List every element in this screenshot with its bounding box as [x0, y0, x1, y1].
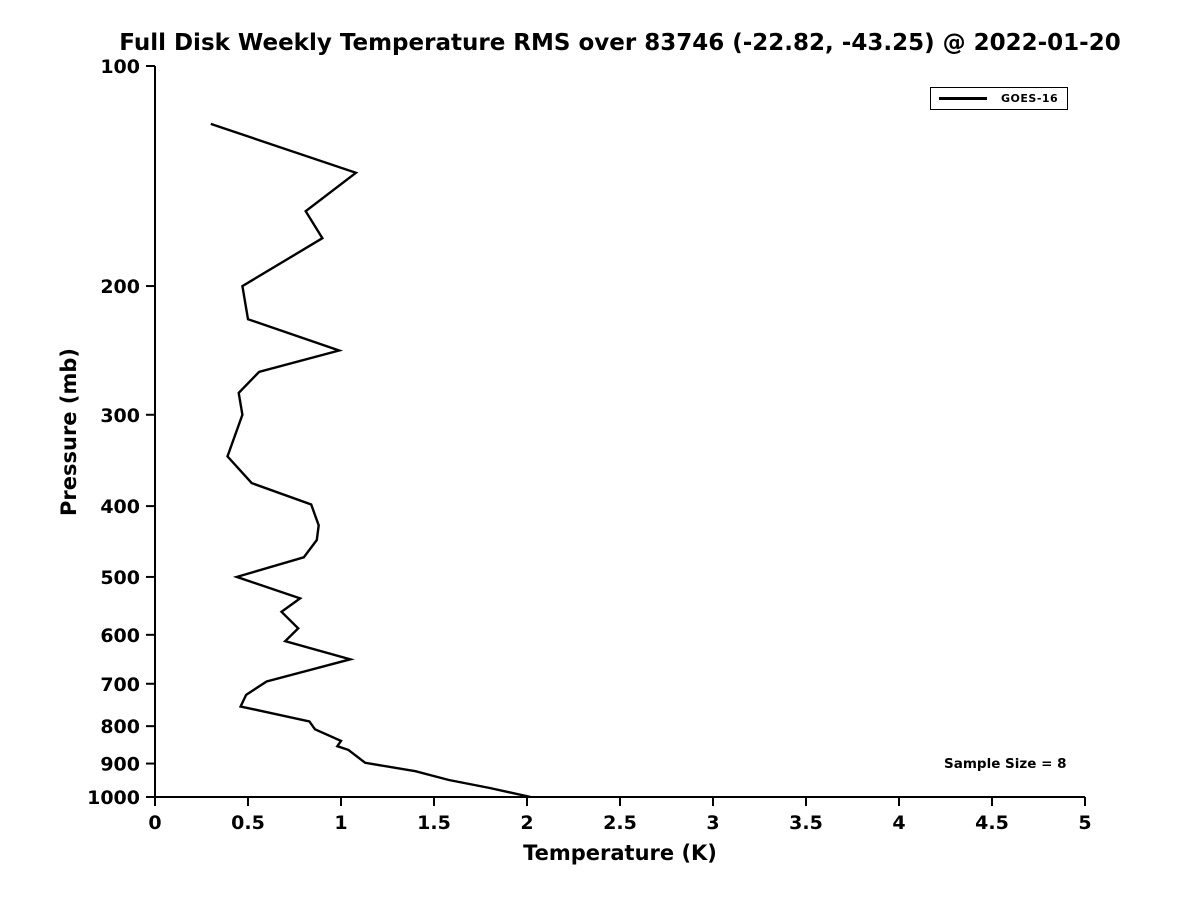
y-axis-label: Pressure (mb): [57, 348, 81, 516]
y-tick-label: 1000: [87, 787, 140, 809]
sample-size-annotation: Sample Size = 8: [944, 756, 1067, 772]
series-line-goes-16: [210, 122, 531, 799]
y-tick-label: 700: [100, 674, 140, 696]
y-tick-label: 800: [100, 716, 140, 738]
x-tick-label: 2.5: [603, 812, 637, 834]
legend-label: GOES-16: [1001, 92, 1059, 105]
legend: GOES-16: [930, 87, 1068, 110]
x-axis-label: Temperature (K): [523, 841, 717, 865]
y-tick-label: 500: [100, 567, 140, 589]
legend-line-sample: [939, 97, 987, 100]
x-tick-label: 4.5: [975, 812, 1009, 834]
chart-title: Full Disk Weekly Temperature RMS over 83…: [119, 30, 1121, 56]
x-tick-label: 4: [892, 812, 905, 834]
y-tick-label: 300: [100, 405, 140, 427]
y-tick-label: 100: [100, 56, 140, 78]
y-tick-label: 400: [100, 496, 140, 518]
x-tick-label: 1: [334, 812, 347, 834]
x-tick-label: 0.5: [231, 812, 265, 834]
y-tick-label: 200: [100, 276, 140, 298]
x-tick-label: 0: [148, 812, 161, 834]
x-tick-label: 5: [1078, 812, 1091, 834]
x-tick-label: 2: [520, 812, 533, 834]
x-tick-label: 1.5: [417, 812, 451, 834]
x-tick-label: 3.5: [789, 812, 823, 834]
y-tick-label: 600: [100, 625, 140, 647]
y-tick-label: 900: [100, 754, 140, 776]
x-tick-label: 3: [706, 812, 719, 834]
